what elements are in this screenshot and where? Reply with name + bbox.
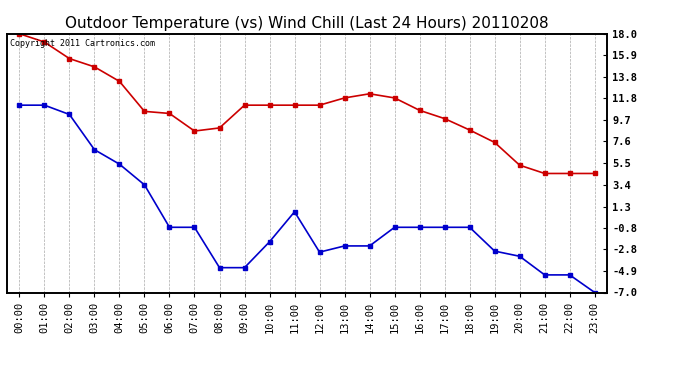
Text: Copyright 2011 Cartronics.com: Copyright 2011 Cartronics.com	[10, 39, 155, 48]
Title: Outdoor Temperature (vs) Wind Chill (Last 24 Hours) 20110208: Outdoor Temperature (vs) Wind Chill (Las…	[66, 16, 549, 31]
